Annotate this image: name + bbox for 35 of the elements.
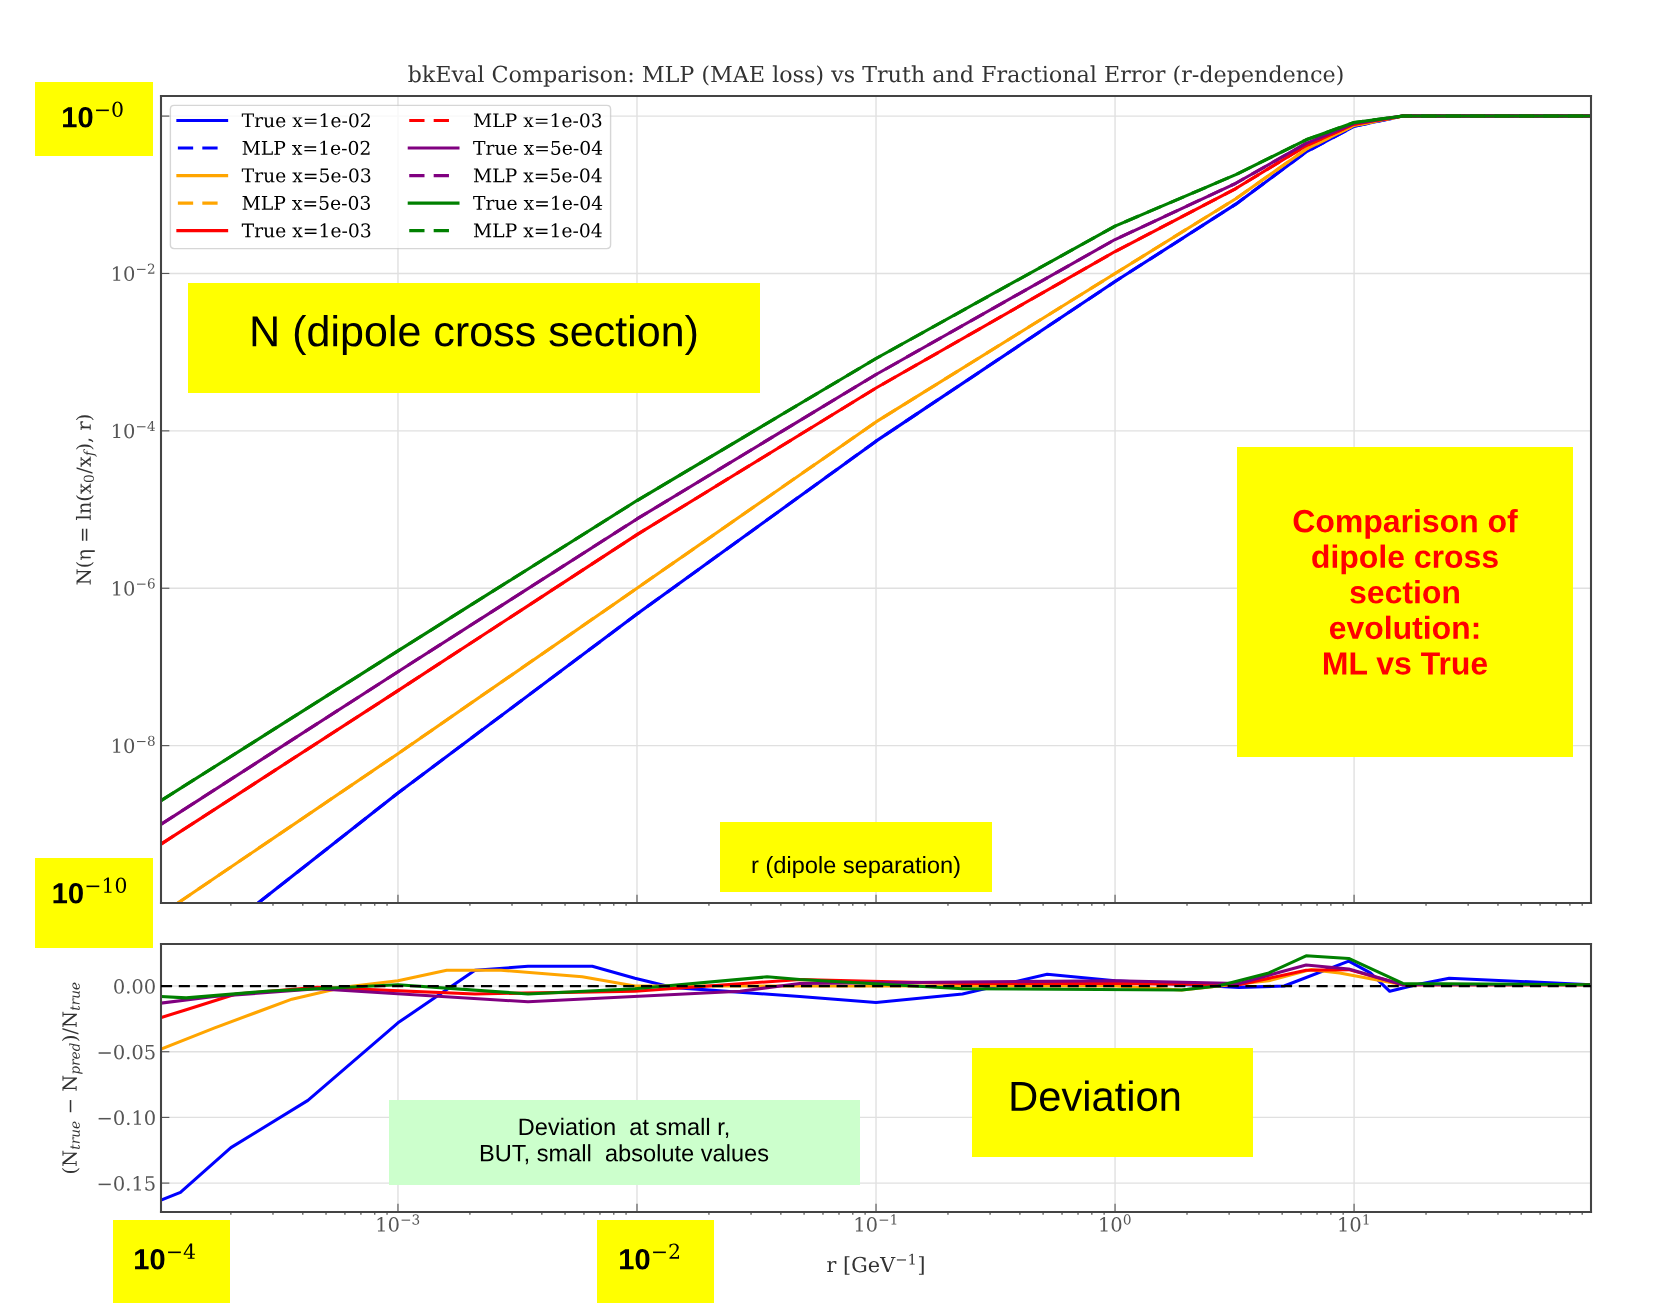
legend-label: True x=5e-04 [473, 140, 603, 155]
y-tick-label: −0.15 [98, 1176, 155, 1191]
y-axis-title: (N$_{true}$ − N$_{pred}$)/N$_{true}$ [61, 982, 83, 1173]
legend-label: True x=1e-02 [241, 113, 370, 128]
x-tick-label: 10$^{0}$ [1100, 1214, 1131, 1232]
annotation: Comparison of dipole cross section evolution: ML vs True [1293, 508, 1518, 675]
y-tick-label: 10$^{−6}$ [113, 578, 155, 596]
text: 10$^{−2}$ [620, 1243, 680, 1270]
legend-label: True x=1e-03 [241, 223, 371, 238]
x-tick-label: 10$^{−1}$ [855, 1214, 897, 1232]
text: 10$^{−10}$ [53, 877, 127, 904]
y-tick-label: −0.05 [98, 1044, 155, 1060]
y-axis-title: N(η = ln(x$_{0}$/x$_{f}$), r) [75, 415, 97, 585]
legend-label: MLP x=1e-03 [473, 113, 602, 128]
y-tick-label: 0.00 [114, 979, 155, 994]
annotation: N (dipole cross section) [252, 314, 697, 356]
legend-label: True x=5e-03 [241, 168, 371, 183]
text: 10$^{−4}$ [135, 1243, 195, 1270]
x-axis-title: r [GeV$^{−1}$] [827, 1253, 924, 1275]
y-tick-label: 10$^{−8}$ [113, 735, 155, 754]
legend-label: MLP x=5e-03 [242, 195, 370, 210]
y-tick-label: 10$^{−2}$ [113, 263, 155, 281]
annotation: r (dipole separation) [752, 856, 960, 879]
legend-label: MLP x=1e-04 [473, 223, 602, 238]
x-tick-label: 10$^{−3}$ [377, 1214, 420, 1232]
y-tick-label: −0.10 [98, 1110, 155, 1126]
text: 10$^{−0}$ [63, 101, 123, 128]
x-tick-label: 10$^{1}$ [1339, 1214, 1369, 1232]
chart-title: bkEval Comparison: MLP (MAE loss) vs Truth and Fractional Error (r-dependence) [408, 65, 1343, 87]
annotation: Deviation [1011, 1080, 1180, 1112]
legend-label: MLP x=5e-04 [473, 168, 602, 183]
y-tick-label: 10$^{−4}$ [113, 420, 155, 439]
legend-label: MLP x=1e-02 [242, 140, 370, 155]
annotation: Deviation at small r, BUT, small absolute values [480, 1117, 769, 1165]
legend-label: True x=1e-04 [473, 195, 603, 210]
